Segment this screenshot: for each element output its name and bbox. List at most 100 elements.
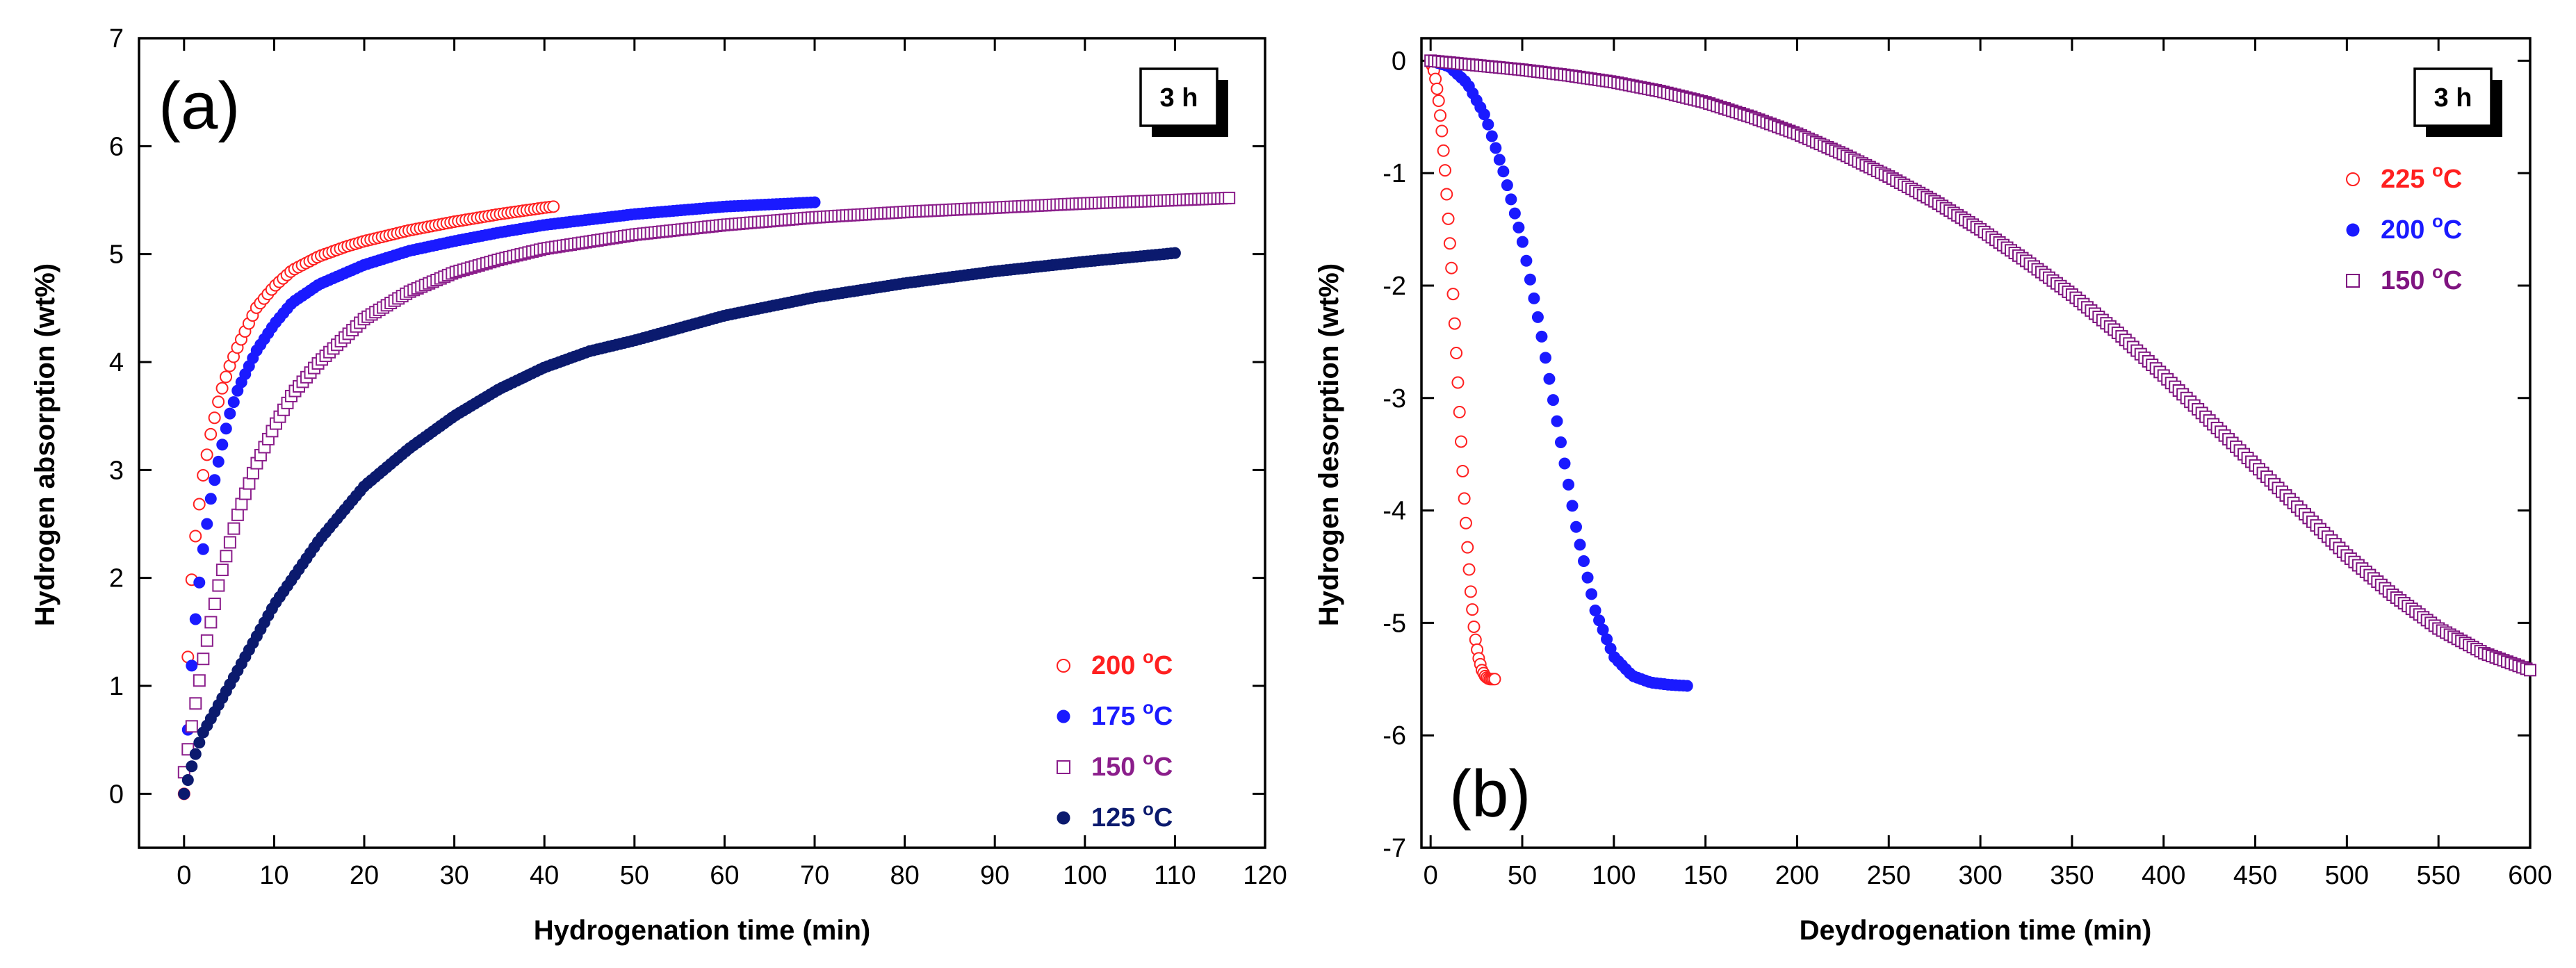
panel-b-y-tick-label: -7 [1383, 834, 1406, 863]
panel-b-series-0-point [1432, 95, 1445, 108]
panel-b-legend-marker [2346, 223, 2360, 237]
panel-b-series-0-point [1442, 212, 1455, 225]
panel-b-ticks: 0 50 100 150 200 250 300 350 400 450 500 550 600 0 -1 -… [1383, 38, 2552, 890]
panel-b-x-tick-label: 400 [2142, 861, 2185, 890]
panel-b-y-tick-label: -2 [1383, 272, 1406, 301]
panel-a-legend-label: 200 oC [1091, 646, 1173, 680]
panel-b-series-1-point [1578, 555, 1590, 568]
panel-a-series-1-point [220, 423, 232, 435]
panel-a-ticks: 0 10 20 30 40 50 60 70 80 90 100 110 120 0 1 2 3 4 5 6 7 [109, 24, 1287, 890]
panel-a-x-tick-label: 40 [530, 861, 559, 890]
panel-b-series-0-point [1430, 82, 1444, 95]
panel-a-series-2 [177, 191, 1236, 779]
panel-b-legend-item: 150 oC [2346, 261, 2462, 295]
panel-a-series-0-point [197, 468, 210, 482]
panel-b-series-1-point [1562, 478, 1574, 491]
panel-b-legend-item: 225 oC [2346, 160, 2462, 194]
panel-b-series-0-point [1434, 109, 1447, 122]
panel-a-y-tick-label: 2 [109, 564, 124, 593]
panel-a-label: (a) [158, 69, 240, 143]
panel-a-legend-marker [1057, 760, 1070, 774]
panel-b-series-1-point [1513, 221, 1525, 233]
panel-b-legend-label: 225 oC [2381, 160, 2462, 194]
panel-a-series-2-point [204, 616, 218, 629]
panel-b-x-tick-label: 150 [1684, 861, 1727, 890]
panel-b-series-1-point [1524, 273, 1536, 286]
panel-b-series-0-point [1451, 376, 1465, 389]
panel-b-x-tick-label: 100 [1592, 861, 1636, 890]
panel-a-series-2-point [197, 653, 210, 666]
panel-b-series-0-point [1467, 620, 1481, 633]
panel-a-series-3 [178, 247, 1181, 800]
panel-b-series-1-point [1585, 588, 1598, 600]
panel-b-points [1424, 54, 2536, 692]
panel-b-series-1-point [1558, 457, 1571, 470]
panel-b-series-1-point [1554, 436, 1567, 449]
panel-a-legend-item: 200 oC [1057, 646, 1173, 680]
panel-b-series-0-point [1437, 144, 1450, 157]
panel-b-series-1-point [1528, 292, 1540, 304]
panel-b-series-0-point [1446, 288, 1460, 301]
panel-a-series-3-point [1168, 247, 1181, 259]
panel-b-series-1-point [1551, 415, 1563, 427]
panel-a-series-1-point [216, 438, 229, 451]
panel-b-x-tick-label: 350 [2050, 861, 2094, 890]
panel-a-series-1-point [212, 455, 225, 468]
panel-b-x-tick-label: 500 [2325, 861, 2369, 890]
panel-b-series-0-point [1450, 347, 1463, 360]
panel-b-series-0-point [1459, 516, 1472, 530]
panel-b-label: (b) [1449, 757, 1531, 831]
panel-a-series-2-point [220, 550, 233, 563]
panel-a-series-2-point [1223, 191, 1236, 204]
panel-b-x-tick-label: 200 [1775, 861, 1819, 890]
panel-b-legend-label: 200 oC [2381, 211, 2462, 245]
panel-a-badge-box [1139, 67, 1218, 127]
panel-a-series-1-point [204, 493, 217, 505]
panel-a-series-2-point [231, 508, 244, 521]
panel-b-legend-label: 150 oC [2381, 261, 2462, 295]
panel-a-series-2-point [235, 498, 248, 511]
panel-a-x-tick-label: 50 [620, 861, 649, 890]
panel-a-y-tick-label: 0 [109, 780, 124, 809]
panel-b-plot-frame [1420, 37, 2532, 849]
panel-b-x-tick-label: 0 [1424, 861, 1438, 890]
panel-a-x-tick-label: 70 [800, 861, 829, 890]
panel-b-series-1-point [1566, 500, 1579, 512]
panel-a-series-1-point [227, 396, 240, 409]
panel-a-series-3-point [193, 737, 206, 749]
panel-b-series-0-point [1466, 603, 1479, 616]
panel-b-legend: 225 oC 200 oC 150 oC [2346, 160, 2462, 295]
panel-b-series-1-point [1547, 394, 1559, 407]
panel-b-y-tick-label: 0 [1392, 47, 1406, 76]
panel-a-y-tick-label: 6 [109, 132, 124, 161]
panel-a-series-2-point [238, 487, 252, 500]
panel-a-x-tick-label: 0 [177, 861, 191, 890]
panel-b-series-0-point [1445, 261, 1458, 274]
panel-b-x-tick-label: 250 [1867, 861, 1911, 890]
panel-a-series-0-point [189, 530, 202, 543]
panel-a-series-1-point [808, 196, 821, 208]
panel-b-series-1-point [1539, 352, 1551, 364]
panel-a-x-tick-label: 110 [1154, 861, 1196, 890]
panel-b-series-1-point [1516, 236, 1529, 248]
panel-b-legend-marker [2346, 172, 2360, 186]
panel-b-series-0-point [1455, 435, 1468, 448]
panel-b-badge-box [2413, 67, 2493, 127]
panel-a-series-3-point [189, 748, 202, 760]
panel-a-series-0 [177, 200, 560, 801]
panel-a-x-tick-label: 60 [710, 861, 739, 890]
panel-b-series-0-point [1435, 124, 1449, 138]
panel-b-series-1-point [1543, 372, 1556, 385]
panel-b-series-1-point [1681, 680, 1693, 692]
panel-b-series-1-point [1589, 605, 1601, 617]
panel-b-series-0-point [1440, 188, 1453, 201]
panel-b-series-0-point [1464, 585, 1477, 598]
panel-b-series-1-point [1490, 142, 1502, 154]
panel-a-legend: 200 oC 175 oC 150 oC 125 oC [1057, 646, 1173, 832]
panel-a-badge: 3 h [1139, 67, 1228, 137]
panel-b-series-1-point [1482, 118, 1494, 131]
panel-a-series-2-point [189, 697, 202, 710]
panel-b-series-1-point [1493, 154, 1506, 166]
panel-a-legend-label: 175 oC [1091, 697, 1173, 731]
